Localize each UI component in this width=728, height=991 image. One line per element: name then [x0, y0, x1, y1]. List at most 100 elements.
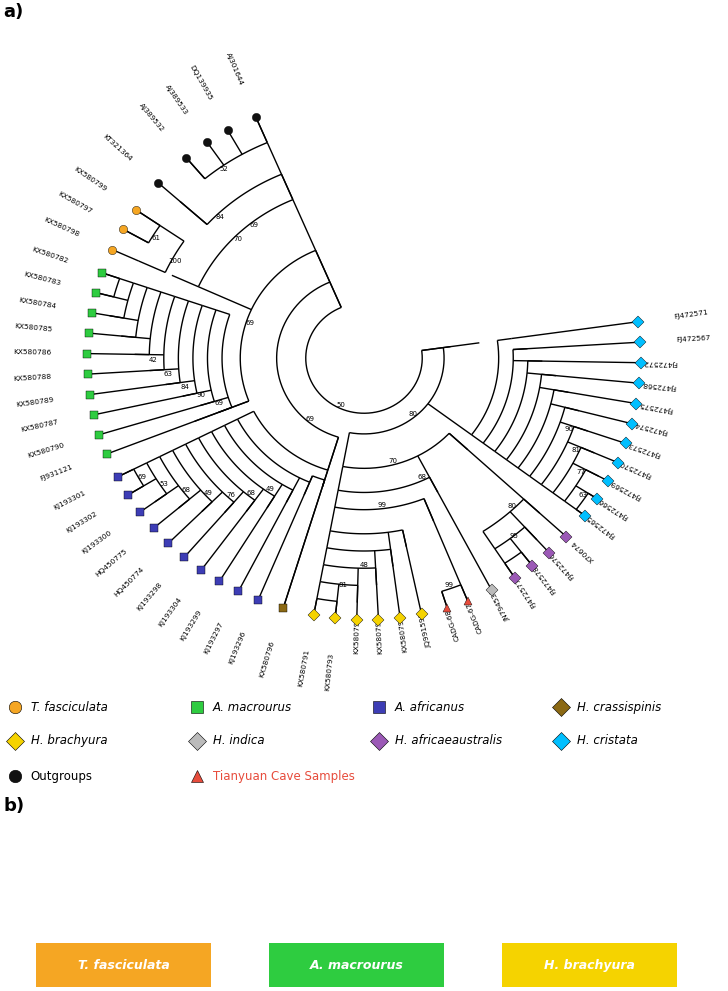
Text: KX580786: KX580786 — [13, 349, 51, 356]
Text: FJ472569: FJ472569 — [609, 479, 642, 499]
Text: A. africanus: A. africanus — [395, 701, 464, 714]
Text: HQ450775: HQ450775 — [94, 548, 128, 579]
Text: KX580796: KX580796 — [258, 640, 275, 679]
Text: A. macrourus: A. macrourus — [213, 701, 292, 714]
Text: KX580788: KX580788 — [13, 374, 52, 382]
Text: JN794531: JN794531 — [489, 588, 511, 622]
Text: FJ472570: FJ472570 — [618, 460, 652, 479]
Text: KX580793: KX580793 — [324, 652, 334, 691]
Text: 69: 69 — [138, 474, 147, 480]
Text: 80: 80 — [507, 502, 516, 508]
Text: 90: 90 — [565, 426, 574, 432]
Text: KX580799: KX580799 — [73, 166, 108, 193]
Text: DQ139935: DQ139935 — [188, 64, 213, 102]
Text: KX580787: KX580787 — [20, 419, 59, 433]
Text: 53: 53 — [159, 481, 168, 487]
Text: FJ472567: FJ472567 — [676, 335, 711, 343]
Text: KX580798: KX580798 — [43, 217, 80, 238]
Text: 70: 70 — [234, 236, 242, 242]
Text: 68: 68 — [418, 474, 427, 480]
Text: H. brachyura: H. brachyura — [545, 958, 635, 972]
Text: X70674: X70674 — [570, 538, 595, 562]
Text: KJ193298: KJ193298 — [135, 582, 163, 612]
Text: HQ450774: HQ450774 — [113, 566, 145, 598]
Text: KJ193297: KJ193297 — [203, 620, 224, 655]
Text: KX580789: KX580789 — [16, 396, 55, 407]
Text: KX580795: KX580795 — [397, 613, 408, 652]
Text: 48: 48 — [360, 562, 368, 568]
Text: 68: 68 — [246, 490, 256, 496]
Text: H. africaeaustralis: H. africaeaustralis — [395, 734, 502, 747]
Text: 80: 80 — [408, 410, 418, 416]
FancyBboxPatch shape — [36, 943, 211, 987]
Text: KJ193299: KJ193299 — [179, 609, 203, 642]
Text: 69: 69 — [250, 222, 258, 228]
Text: 61: 61 — [151, 235, 161, 241]
Text: KJ193304: KJ193304 — [157, 596, 183, 628]
Text: FJ472568: FJ472568 — [641, 381, 676, 389]
Text: 77: 77 — [576, 469, 585, 475]
Text: KT321364: KT321364 — [102, 133, 133, 163]
Text: KJ193296: KJ193296 — [228, 630, 247, 666]
Text: KX580791: KX580791 — [297, 649, 310, 688]
Text: KX580784: KX580784 — [17, 297, 56, 309]
Text: FJ472565: FJ472565 — [585, 513, 616, 539]
Text: FJ472571: FJ472571 — [673, 309, 708, 320]
Text: KX580792: KX580792 — [353, 615, 360, 654]
Text: 81: 81 — [571, 447, 580, 453]
Text: Tianyuan Cave Samples: Tianyuan Cave Samples — [213, 770, 355, 783]
Text: FJ472574: FJ472574 — [633, 421, 668, 435]
Text: 95: 95 — [509, 533, 518, 539]
Text: 42: 42 — [149, 357, 157, 363]
Text: FJ472578: FJ472578 — [531, 564, 557, 595]
Text: H. indica: H. indica — [213, 734, 264, 747]
Text: 68: 68 — [182, 487, 191, 493]
Text: H. brachyura: H. brachyura — [31, 734, 107, 747]
Text: FJ472573: FJ472573 — [626, 440, 661, 458]
Text: 50: 50 — [336, 402, 345, 408]
Text: KX580783: KX580783 — [23, 272, 62, 287]
Text: 90: 90 — [197, 392, 206, 398]
Text: AJ389533: AJ389533 — [165, 83, 189, 116]
Text: 63: 63 — [164, 372, 173, 378]
Text: 84: 84 — [215, 214, 224, 220]
Text: 63: 63 — [578, 492, 587, 498]
Text: 99: 99 — [445, 583, 454, 589]
Text: FJ472575: FJ472575 — [638, 400, 673, 412]
Text: KJ193302: KJ193302 — [66, 510, 99, 534]
Text: 100: 100 — [168, 259, 182, 265]
Text: CADG-68: CADG-68 — [446, 608, 461, 641]
Text: 99: 99 — [377, 502, 387, 508]
FancyBboxPatch shape — [502, 943, 677, 987]
Text: 81: 81 — [339, 582, 347, 588]
Text: JQ991599: JQ991599 — [419, 611, 432, 648]
Text: KJ193300: KJ193300 — [81, 530, 113, 555]
Text: KX580797: KX580797 — [57, 191, 93, 215]
Text: a): a) — [4, 3, 24, 22]
FancyBboxPatch shape — [269, 943, 444, 987]
Text: 49: 49 — [204, 491, 213, 496]
Text: 84: 84 — [180, 384, 189, 389]
Text: 70: 70 — [389, 458, 397, 464]
Text: AJ389532: AJ389532 — [138, 102, 165, 133]
Text: Outgroups: Outgroups — [31, 770, 92, 783]
Text: 49: 49 — [266, 487, 274, 493]
Text: CADG-67: CADG-67 — [466, 601, 484, 634]
Text: FJ472577: FJ472577 — [513, 576, 537, 608]
Text: FJ472566: FJ472566 — [598, 496, 630, 520]
Text: FJ472576: FJ472576 — [548, 551, 576, 581]
Text: KX580782: KX580782 — [31, 247, 69, 265]
Text: b): b) — [4, 797, 25, 815]
Text: KX580794: KX580794 — [376, 615, 384, 654]
Text: T. fasciculata: T. fasciculata — [31, 701, 108, 714]
Text: 76: 76 — [226, 493, 236, 498]
Text: 69: 69 — [245, 320, 254, 326]
Text: 69: 69 — [306, 416, 314, 422]
Text: A. macrourus: A. macrourus — [310, 958, 403, 972]
Text: FJ472572: FJ472572 — [642, 360, 677, 367]
Text: T. fasciculata: T. fasciculata — [78, 958, 170, 972]
Text: 69: 69 — [214, 399, 223, 406]
Text: H. crassispinis: H. crassispinis — [577, 701, 661, 714]
Text: KX580785: KX580785 — [14, 323, 52, 333]
Text: KX580790: KX580790 — [27, 442, 66, 459]
